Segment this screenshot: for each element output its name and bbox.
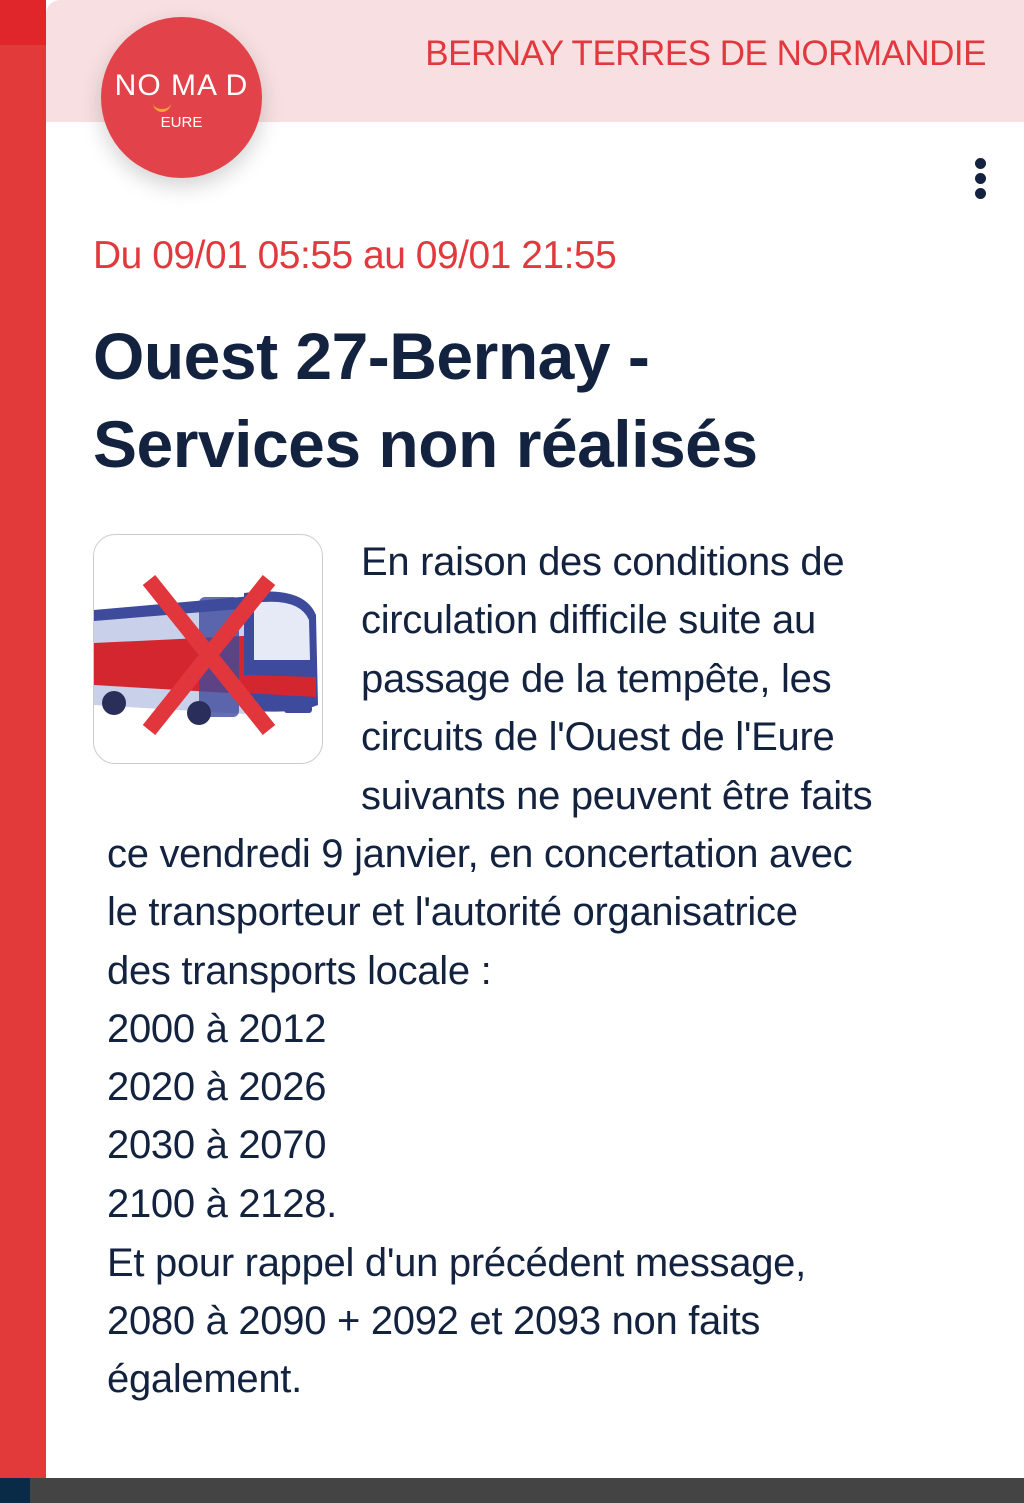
body-line: le transporteur et l'autorité organisatr… — [107, 890, 798, 934]
region-title: BERNAY TERRES DE NORMANDIE — [425, 34, 986, 73]
title-line: Ouest 27-Bernay - — [93, 319, 650, 393]
left-accent-bar — [0, 0, 46, 1478]
bottom-bar — [0, 1478, 1024, 1503]
body-line: 2000 à 2012 — [107, 1007, 327, 1051]
body-line: également. — [107, 1357, 302, 1401]
alert-date-range: Du 09/01 05:55 au 09/01 21:55 — [93, 234, 617, 277]
body-line: passage de la tempête, les — [361, 657, 832, 701]
alert-title: Ouest 27-Bernay - Services non réalisés — [93, 312, 758, 488]
body-line: 2100 à 2128. — [107, 1182, 337, 1226]
logo-sub: EURE — [160, 114, 203, 131]
body-line: 2020 à 2026 — [107, 1065, 327, 1109]
body-line: Et pour rappel d'un précédent message, — [107, 1241, 806, 1285]
body-line: des transports locale : — [107, 949, 492, 993]
body-line: circulation difficile suite au — [361, 598, 816, 642]
logo-brand: NO MA D — [114, 69, 249, 102]
body-line: En raison des conditions de — [361, 540, 845, 584]
body-line: 2030 à 2070 — [107, 1123, 327, 1167]
logo-smile — [153, 101, 171, 112]
bus-cancelled-icon — [93, 534, 323, 764]
body-line: 2080 à 2090 + 2092 et 2093 non faits — [107, 1299, 761, 1343]
body-line: circuits de l'Ouest de l'Eure — [361, 715, 835, 759]
nomad-logo: NO MA D EURE — [101, 17, 262, 178]
body-line: ce vendredi 9 janvier, en concertation a… — [107, 832, 853, 876]
title-line: Services non réalisés — [93, 407, 758, 481]
bottom-bar-corner — [0, 1478, 30, 1503]
body-line: suivants ne peuvent être faits — [361, 774, 873, 818]
left-accent-top — [0, 0, 46, 45]
more-vertical-icon[interactable] — [972, 158, 988, 204]
